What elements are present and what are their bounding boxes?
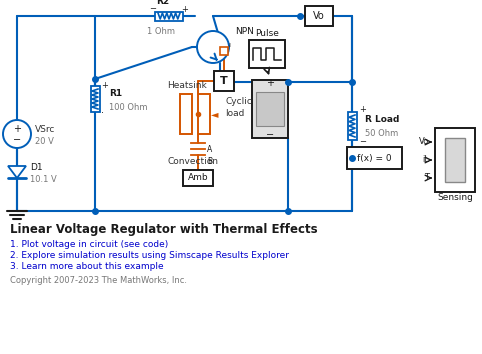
- Text: 3. Learn more about this example: 3. Learn more about this example: [10, 262, 163, 271]
- Text: T: T: [220, 76, 228, 86]
- Circle shape: [197, 31, 229, 63]
- Bar: [220, 47, 228, 55]
- Bar: [198, 94, 210, 134]
- Text: +: +: [182, 5, 188, 13]
- Text: f(x) = 0: f(x) = 0: [357, 154, 391, 162]
- Text: −: −: [359, 137, 366, 147]
- Text: 20 V: 20 V: [35, 137, 54, 145]
- Text: +: +: [359, 105, 366, 114]
- Text: ı: ı: [228, 42, 230, 48]
- Bar: [183, 170, 213, 186]
- Polygon shape: [8, 166, 26, 178]
- Bar: [435, 128, 475, 192]
- Text: −: −: [149, 5, 157, 13]
- Text: B: B: [207, 156, 212, 166]
- Text: Linear Voltage Regulator with Thermal Effects: Linear Voltage Regulator with Thermal Ef…: [10, 223, 318, 236]
- Text: 100 Ohm: 100 Ohm: [109, 103, 147, 112]
- Text: load: load: [225, 109, 244, 119]
- Text: Sensing: Sensing: [437, 194, 473, 202]
- Text: Amb: Amb: [187, 173, 208, 183]
- Text: T: T: [424, 173, 429, 183]
- Bar: [445, 138, 465, 182]
- Text: ·: ·: [101, 108, 104, 118]
- Text: 2. Explore simulation results using Simscape Results Explorer: 2. Explore simulation results using Sims…: [10, 251, 289, 260]
- Bar: [180, 94, 192, 134]
- Text: 10.1 V: 10.1 V: [30, 176, 57, 184]
- Text: A: A: [207, 144, 212, 154]
- Text: +: +: [13, 124, 21, 134]
- Text: iL: iL: [422, 155, 429, 165]
- Text: R1: R1: [109, 90, 122, 98]
- Bar: [256, 92, 284, 126]
- Text: 1 Ohm: 1 Ohm: [147, 27, 175, 35]
- Text: R2: R2: [157, 0, 170, 6]
- Text: Convection: Convection: [167, 156, 218, 166]
- Text: R Load: R Load: [365, 115, 400, 125]
- Text: Vo: Vo: [419, 137, 429, 147]
- Text: Heatsink: Heatsink: [167, 81, 207, 91]
- Bar: [347, 147, 402, 169]
- Text: Vo: Vo: [313, 11, 325, 21]
- Bar: [348, 112, 357, 140]
- Bar: [252, 80, 288, 138]
- Text: NPN: NPN: [235, 28, 254, 36]
- Text: Pulse: Pulse: [255, 29, 279, 39]
- Bar: [305, 6, 333, 26]
- Bar: [214, 71, 234, 91]
- Text: 1. Plot voltage in circuit (see code): 1. Plot voltage in circuit (see code): [10, 240, 168, 249]
- Text: VSrc: VSrc: [35, 125, 55, 133]
- Text: −: −: [13, 135, 21, 145]
- Text: 50 Ohm: 50 Ohm: [365, 129, 398, 137]
- Text: −: −: [266, 130, 274, 140]
- Text: +: +: [266, 78, 274, 88]
- Bar: [91, 86, 99, 112]
- Text: Copyright 2007-2023 The MathWorks, Inc.: Copyright 2007-2023 The MathWorks, Inc.: [10, 276, 187, 285]
- Text: D1: D1: [30, 164, 42, 172]
- Bar: [249, 40, 285, 68]
- Bar: [155, 11, 183, 21]
- Text: Cyclic: Cyclic: [225, 97, 252, 107]
- Circle shape: [3, 120, 31, 148]
- Text: +: +: [101, 80, 108, 90]
- Text: ◄: ◄: [211, 109, 218, 119]
